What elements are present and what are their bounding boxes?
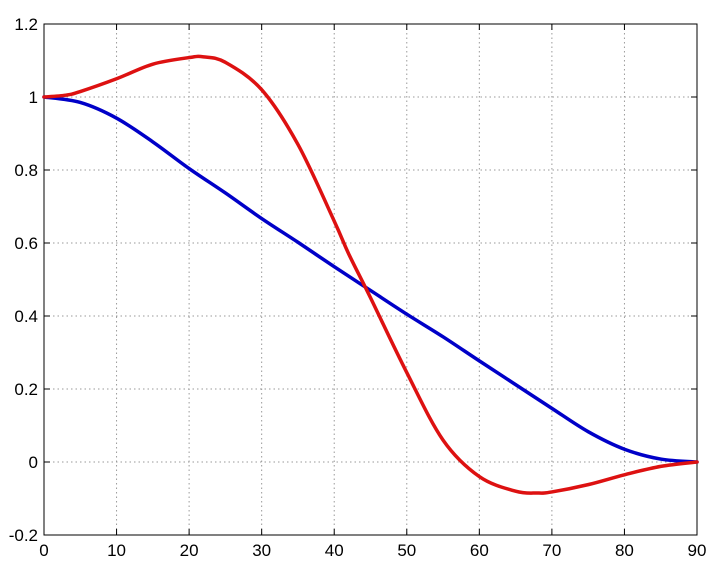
ticks — [43, 23, 698, 536]
y-tick-label: 0 — [29, 453, 38, 472]
x-tick-label: 60 — [470, 541, 489, 560]
y-tick-labels: -0.2 0 0.2 0.4 0.6 0.8 1 1.2 — [9, 15, 38, 545]
y-tick-label: 0.6 — [14, 234, 38, 253]
y-tick-label: 1 — [29, 88, 38, 107]
x-tick-labels: 0 10 20 30 40 50 60 70 80 90 — [39, 541, 706, 560]
x-tick-label: 10 — [107, 541, 126, 560]
series-blue-line — [42, 95, 699, 464]
x-tick-label: 20 — [180, 541, 199, 560]
series-red-line — [42, 54, 699, 495]
y-tick-label: 0.2 — [14, 380, 38, 399]
x-tick-label: 90 — [688, 541, 707, 560]
series-group — [42, 54, 699, 495]
x-tick-label: 50 — [397, 541, 416, 560]
x-tick-label: 30 — [252, 541, 271, 560]
y-tick-label: 0.8 — [14, 161, 38, 180]
y-tick-label: -0.2 — [9, 526, 38, 545]
x-tick-label: 70 — [542, 541, 561, 560]
x-tick-label: 80 — [615, 541, 634, 560]
y-tick-label: 0.4 — [14, 307, 38, 326]
axes-box — [43, 23, 698, 536]
x-tick-label: 0 — [39, 541, 48, 560]
x-tick-label: 40 — [325, 541, 344, 560]
grid — [44, 24, 697, 535]
y-tick-label: 1.2 — [14, 15, 38, 34]
